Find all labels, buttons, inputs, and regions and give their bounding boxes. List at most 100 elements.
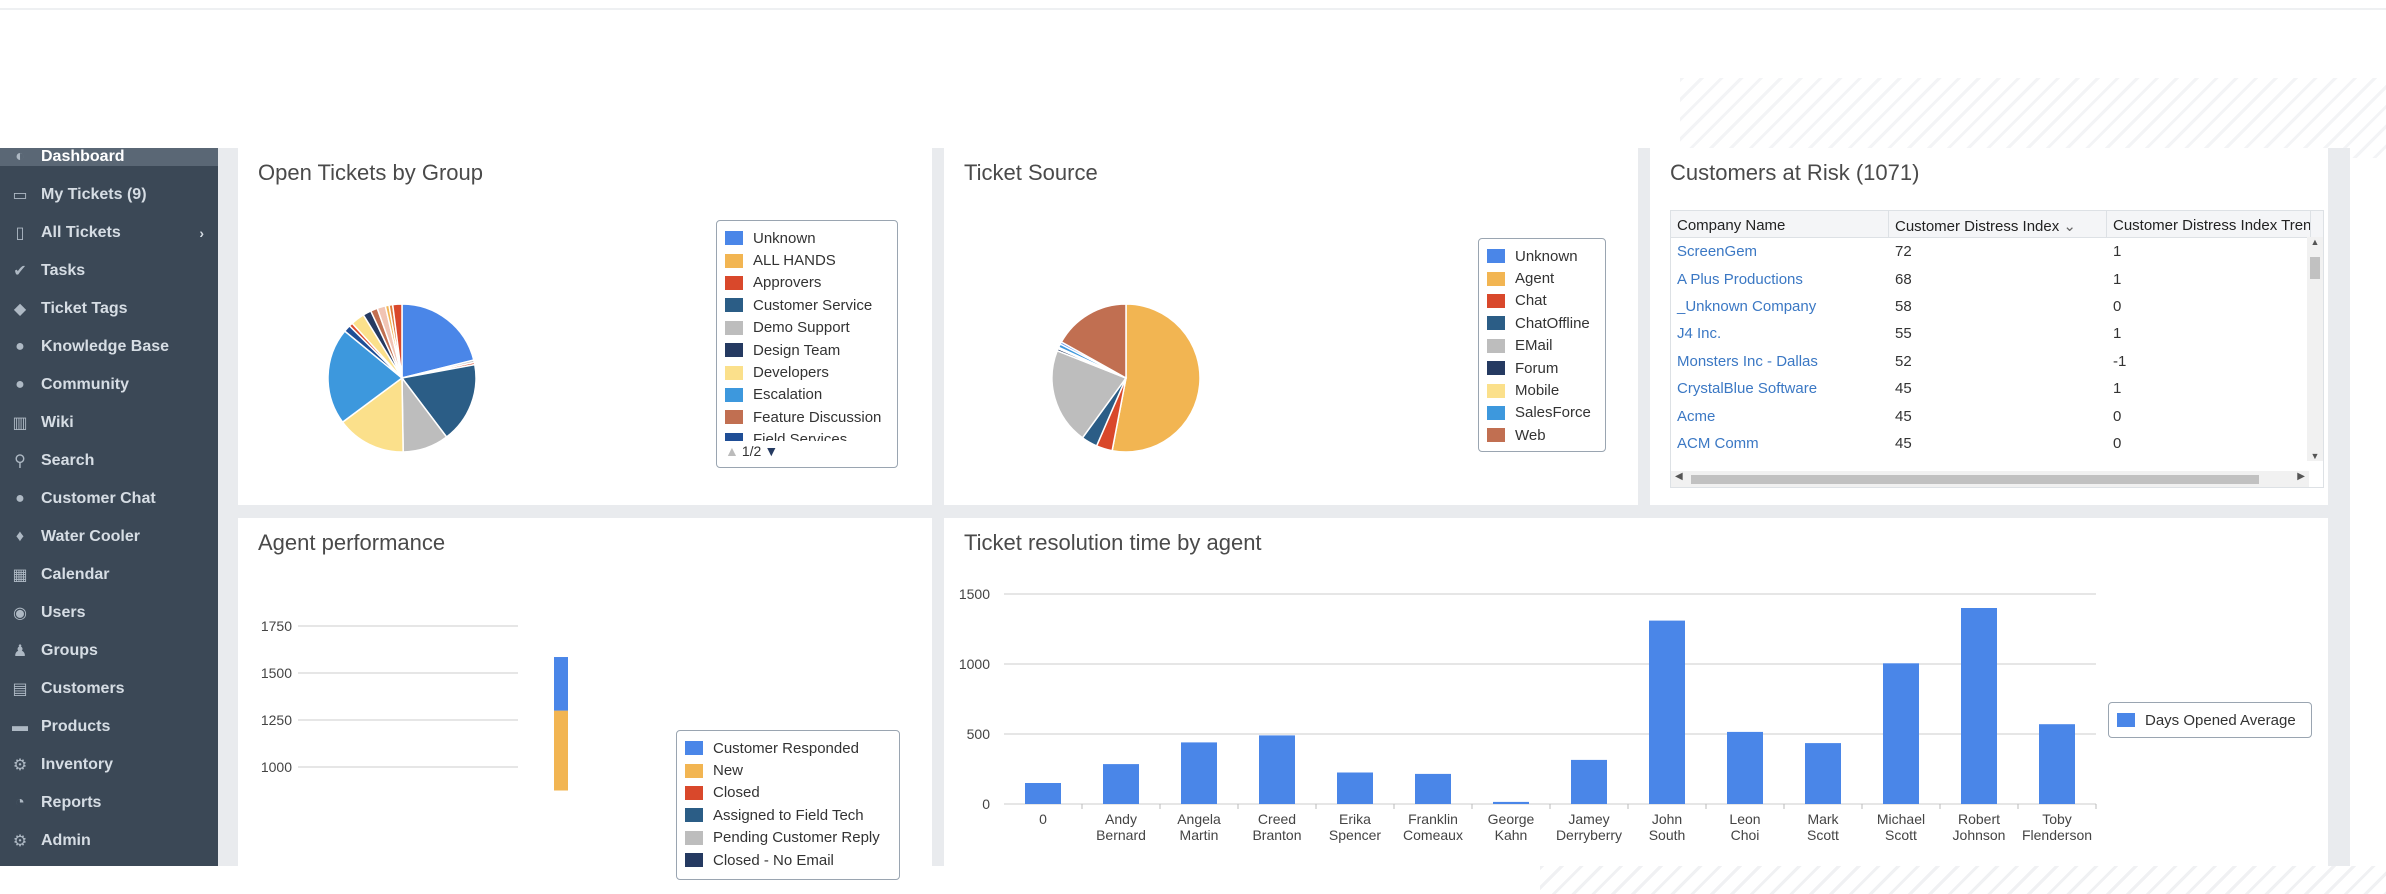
scroll-up-arrow-icon[interactable]: ▲	[2310, 237, 2320, 247]
legend-item[interactable]: Field Services	[725, 429, 889, 441]
sidebar-item-all-tickets[interactable]: ▯ All Tickets ›	[0, 214, 218, 252]
legend-item[interactable]: EMail	[1487, 335, 1597, 357]
x-tick-label: Michael	[1877, 811, 1925, 827]
legend-item[interactable]: Escalation	[725, 384, 889, 406]
sidebar-item-admin[interactable]: ⚙ Admin	[0, 822, 218, 860]
table-row[interactable]: J4 Inc. 55 1	[1671, 320, 2323, 347]
company-link[interactable]: CrystalBlue Software	[1677, 380, 1818, 398]
legend-label: SalesForce	[1515, 404, 1591, 422]
sidebar-item-calendar[interactable]: ▦ Calendar	[0, 556, 218, 594]
company-link[interactable]: Acme	[1677, 407, 1716, 425]
sidebar-item-tasks[interactable]: ✔ Tasks	[0, 252, 218, 290]
legend-item[interactable]: Customer Responded	[685, 737, 891, 759]
legend-label: Forum	[1515, 359, 1559, 377]
legend-swatch	[725, 298, 743, 313]
tickets-stack-icon: ▯	[15, 225, 25, 242]
company-link[interactable]: J4 Inc.	[1677, 325, 1722, 343]
distress-trend: 1	[2113, 270, 2122, 288]
distress-index: 58	[1895, 297, 1912, 315]
legend-item[interactable]: Feature Discussion	[725, 406, 889, 428]
legend-item[interactable]: New	[685, 759, 891, 781]
scroll-down-arrow-icon[interactable]: ▼	[2310, 451, 2320, 461]
legend-item[interactable]: Forum	[1487, 357, 1597, 379]
legend-label: Unknown	[753, 229, 816, 247]
table-row[interactable]: Acme 45 0	[1671, 402, 2323, 429]
sidebar-item-reports[interactable]: ◔ Reports	[0, 784, 218, 822]
sidebar-item-customers[interactable]: ▤ Customers	[0, 670, 218, 708]
scroll-left-arrow-icon[interactable]: ◀	[1675, 471, 1683, 482]
sidebar-item-water-cooler[interactable]: ♦ Water Cooler	[0, 518, 218, 556]
sidebar-item-wiki[interactable]: ▥ Wiki	[0, 404, 218, 442]
sidebar-item-my-tickets-9[interactable]: ▭ My Tickets (9)	[0, 176, 218, 214]
legend-item[interactable]: Mobile	[1487, 379, 1597, 401]
legend-item[interactable]: ALL HANDS	[725, 249, 889, 271]
x-tick-label: 0	[1039, 811, 1047, 827]
y-tick-label: 1500	[261, 665, 292, 681]
company-link[interactable]: Monsters Inc - Dallas	[1677, 352, 1818, 370]
table-row[interactable]: _Unknown Company 58 0	[1671, 293, 2323, 320]
sidebar-item-inventory[interactable]: ⚙ Inventory	[0, 746, 218, 784]
legend-item[interactable]: SalesForce	[1487, 402, 1597, 424]
vertical-scrollbar[interactable]: ▲ ▼	[2307, 237, 2323, 461]
table-row[interactable]: CrystalBlue Software 45 1	[1671, 375, 2323, 402]
column-header-company[interactable]: Company Name	[1671, 211, 1889, 237]
sidebar-item-customer-chat[interactable]: ● Customer Chat	[0, 480, 218, 518]
sidebar-item-ticket-tags[interactable]: ◆ Ticket Tags	[0, 290, 218, 328]
pager-down-arrow-icon[interactable]: ▼	[764, 443, 779, 459]
company-link[interactable]: ScreenGem	[1677, 243, 1758, 261]
legend-item[interactable]: Assigned to Field Tech	[685, 804, 891, 826]
legend-swatch	[1487, 293, 1505, 308]
sidebar-item-community[interactable]: ● Community	[0, 366, 218, 404]
distress-index: 72	[1895, 243, 1912, 261]
x-tick-label: Johnson	[1953, 827, 2006, 843]
bar	[1493, 801, 1529, 804]
legend-item[interactable]: Demo Support	[725, 317, 889, 339]
legend-swatch	[685, 785, 703, 800]
panel-title: Customers at Risk (1071)	[1670, 160, 1920, 185]
legend-item[interactable]: Customer Service	[725, 294, 889, 316]
legend-item[interactable]: Pending Customer Reply	[685, 827, 891, 849]
legend-item[interactable]: Web	[1487, 424, 1597, 446]
sidebar-item-label: Reports	[41, 794, 102, 811]
pie-slice	[327, 330, 404, 424]
legend-item[interactable]: ChatOffline	[1487, 312, 1597, 334]
sidebar-item-dashboard[interactable]: ◐ Dashboard	[0, 148, 218, 166]
scroll-thumb[interactable]	[1691, 475, 2259, 484]
pager-up-arrow-icon[interactable]: ▲	[725, 443, 739, 459]
legend-item[interactable]: Approvers	[725, 272, 889, 294]
x-tick-label: Scott	[1885, 827, 1917, 843]
sidebar-item-groups[interactable]: ♟ Groups	[0, 632, 218, 670]
sidebar-item-knowledge-base[interactable]: ● Knowledge Base	[0, 328, 218, 366]
sidebar-item-products[interactable]: ▬ Products	[0, 708, 218, 746]
legend-item[interactable]: Agent	[1487, 267, 1597, 289]
distress-trend: 1	[2113, 380, 2122, 398]
scroll-right-arrow-icon[interactable]: ▶	[2297, 471, 2305, 482]
legend-swatch	[2117, 713, 2135, 728]
sidebar-item-search[interactable]: ⚲ Search	[0, 442, 218, 480]
table-row[interactable]: ACM Comm 45 0	[1671, 430, 2323, 457]
x-tick-label: Comeaux	[1403, 827, 1463, 843]
y-tick-label: 1250	[261, 712, 292, 728]
x-tick-label: John	[1652, 811, 1682, 827]
table-row[interactable]: ScreenGem 72 1	[1671, 238, 2323, 265]
legend-item[interactable]: Days Opened Average	[2117, 709, 2303, 731]
horizontal-scrollbar[interactable]: ◀ ▶	[1671, 471, 2309, 487]
company-link[interactable]: A Plus Productions	[1677, 270, 1803, 288]
legend-item[interactable]: Closed - No Email	[685, 849, 891, 871]
panel-title: Ticket Source	[964, 160, 1098, 185]
legend-item[interactable]: Unknown	[1487, 245, 1597, 267]
legend-item[interactable]: Unknown	[725, 227, 889, 249]
scroll-thumb[interactable]	[2310, 257, 2320, 279]
sidebar-item-users[interactable]: ◉ Users	[0, 594, 218, 632]
column-header-distress-index[interactable]: Customer Distress Index ⌄	[1889, 211, 2107, 237]
legend-item[interactable]: Developers	[725, 361, 889, 383]
legend-item[interactable]: Closed	[685, 782, 891, 804]
company-link[interactable]: ACM Comm	[1677, 434, 1759, 452]
column-header-distress-trend[interactable]: Customer Distress Index Trend	[2107, 211, 2311, 237]
table-row[interactable]: Monsters Inc - Dallas 52 -1	[1671, 348, 2323, 375]
legend-item[interactable]: Design Team	[725, 339, 889, 361]
table-row[interactable]: A Plus Productions 68 1	[1671, 265, 2323, 292]
company-link[interactable]: _Unknown Company	[1677, 297, 1817, 315]
legend-item[interactable]: Chat	[1487, 290, 1597, 312]
